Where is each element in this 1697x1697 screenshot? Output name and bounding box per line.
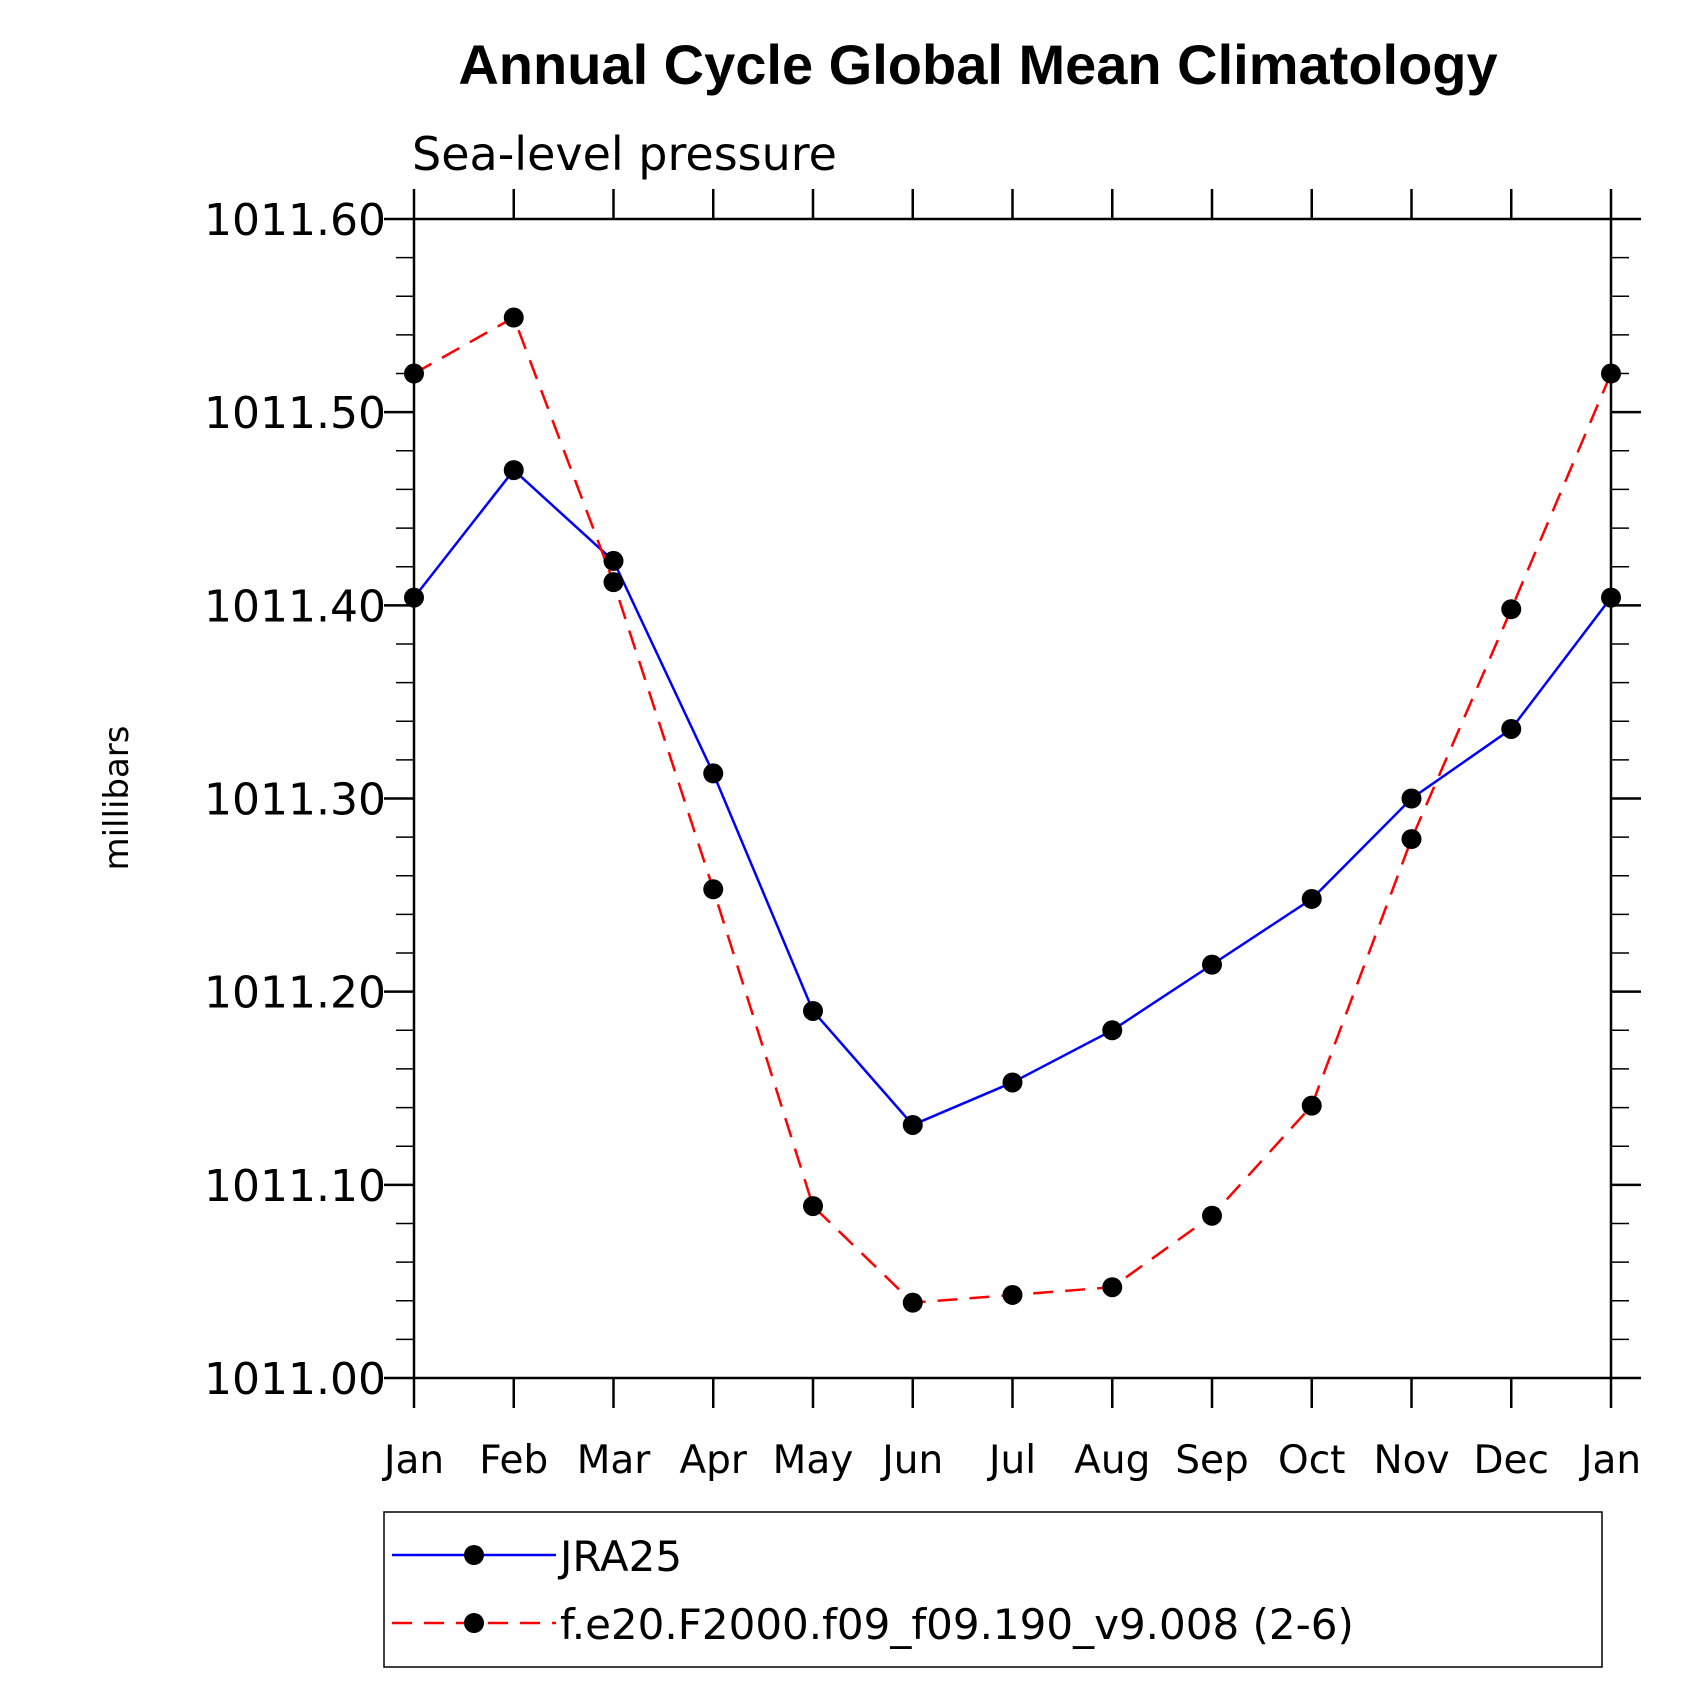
data-point: [1102, 1277, 1123, 1298]
legend-box: [383, 1511, 1603, 1668]
legend-label-jra25: JRA25: [557, 1532, 682, 1581]
series-line-1: [413, 315, 1613, 1304]
x-tick-label: May: [773, 1438, 854, 1483]
x-tick-label: Oct: [1278, 1438, 1345, 1483]
x-tick-label: Sep: [1175, 1438, 1249, 1483]
data-point: [1002, 1284, 1023, 1305]
data-point: [1301, 888, 1322, 909]
data-point: [1202, 954, 1222, 975]
x-tick-label: Feb: [479, 1438, 548, 1483]
data-point: [1601, 587, 1621, 608]
data-point: [803, 1000, 823, 1021]
x-tick-label: Jun: [879, 1438, 943, 1483]
x-tick-labels: Jan Feb Mar Apr May Jun Jul Aug Sep Oct Nov Dec Jan: [381, 1438, 1641, 1483]
chart-title: Annual Cycle Global Mean Climatology: [458, 33, 1497, 96]
legend-marker-model: [464, 1613, 484, 1633]
data-point: [803, 1196, 823, 1217]
data-point: [1102, 1020, 1123, 1041]
x-tick-label: Nov: [1373, 1438, 1449, 1483]
y-tick-label: 1011.20: [204, 968, 386, 1019]
x-tick-label: Jul: [986, 1438, 1036, 1483]
legend-marker-jra25: [464, 1545, 484, 1565]
series-layer: [404, 307, 1621, 1313]
y-tick-label: 1011.30: [204, 775, 386, 826]
data-point: [902, 1114, 923, 1135]
data-point: [503, 307, 524, 328]
x-tick-label: Jan: [381, 1438, 444, 1483]
data-point: [404, 363, 424, 384]
axis-ticks: [384, 189, 1641, 1408]
data-point: [1501, 599, 1522, 620]
y-axis-title: millibars: [97, 725, 137, 870]
data-point: [1601, 363, 1621, 384]
y-tick-labels: 1011.00 1011.10 1011.20 1011.30 1011.40 1011.…: [204, 195, 386, 1405]
y-tick-label: 1011.60: [204, 195, 386, 246]
data-point: [503, 460, 524, 481]
x-tick-label: Apr: [680, 1438, 748, 1483]
chart-subtitle: Sea-level pressure: [412, 127, 837, 181]
x-tick-label: Aug: [1074, 1438, 1150, 1483]
data-point: [703, 879, 724, 900]
data-point: [1002, 1072, 1023, 1093]
y-tick-label: 1011.40: [204, 581, 386, 632]
legend-label-model: f.e20.F2000.f09_f09.190_v9.008 (2-6): [560, 1600, 1354, 1649]
y-tick-label: 1011.10: [204, 1161, 386, 1212]
plot-frame: [412, 217, 1613, 1380]
data-point: [1401, 788, 1422, 809]
data-point: [603, 572, 624, 593]
legend: JRA25 f.e20.F2000.f09_f09.190_v9.008 (2-…: [383, 1511, 1603, 1668]
data-point: [902, 1292, 923, 1313]
x-tick-label: Jan: [1578, 1438, 1641, 1483]
series-line-0: [413, 468, 1612, 1127]
x-tick-label: Dec: [1474, 1438, 1549, 1483]
data-point: [1501, 718, 1522, 739]
data-point: [703, 763, 724, 784]
x-tick-label: Mar: [577, 1438, 652, 1483]
data-point: [1301, 1095, 1322, 1116]
data-point: [1401, 829, 1422, 850]
data-point: [1202, 1205, 1222, 1226]
y-tick-label: 1011.50: [204, 388, 386, 439]
data-point: [603, 550, 624, 571]
data-point: [404, 587, 424, 608]
y-tick-label: 1011.00: [204, 1354, 386, 1405]
